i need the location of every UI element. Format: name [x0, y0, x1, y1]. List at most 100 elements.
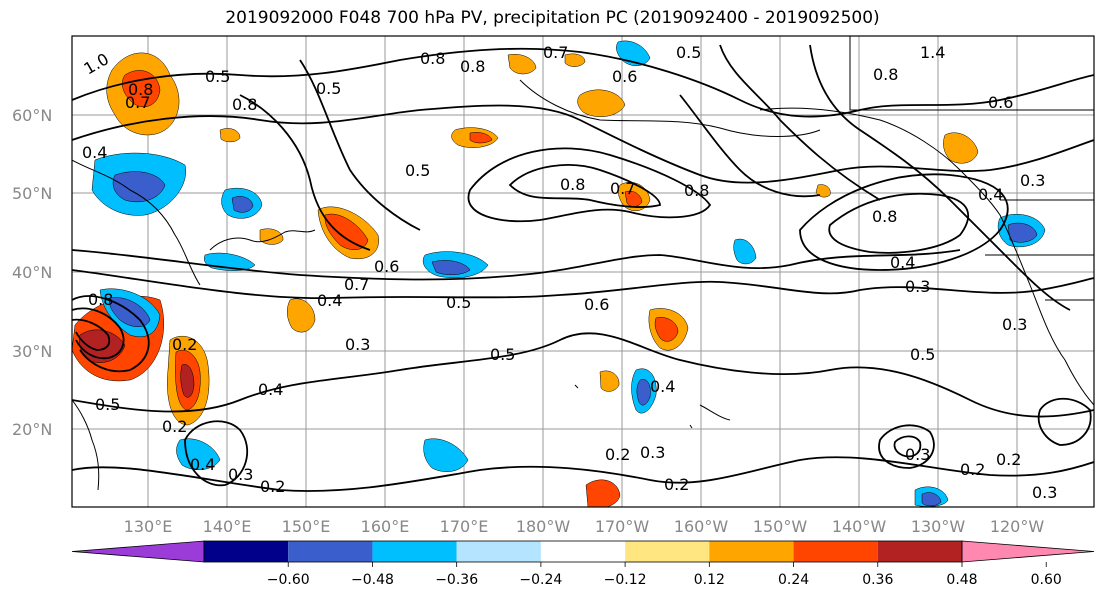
contour-label: 0.5	[676, 43, 701, 62]
contour-label: 0.8	[88, 290, 113, 309]
contour-label: 0.5	[490, 345, 515, 364]
colorbar-segment	[204, 541, 289, 562]
colorbar-segment	[877, 541, 962, 562]
map-frame	[71, 35, 1095, 508]
precip-patch	[324, 213, 369, 250]
latitude-labels: 60°N 50°N 40°N 30°N 20°N	[12, 106, 52, 439]
lon-label-150e: 150°E	[282, 517, 331, 536]
precip-patch	[733, 238, 757, 265]
contour-label: 0.8	[872, 207, 897, 226]
contour-label: 0.7	[125, 93, 150, 112]
precip-patch	[577, 89, 626, 117]
lon-label-160w: 160°W	[674, 517, 729, 536]
pv-contours	[72, 44, 1094, 492]
contour-label: 0.6	[612, 67, 637, 86]
contour-label: 0.3	[1020, 171, 1045, 190]
contour-label: 0.3	[1002, 315, 1027, 334]
lat-label-50n: 50°N	[12, 184, 52, 203]
colorbar-tick-label: 0.36	[862, 572, 893, 588]
contour-label: 0.2	[996, 450, 1021, 469]
precip-patch	[469, 132, 493, 144]
lon-label-180w: 180°W	[516, 517, 571, 536]
colorbar: −0.60 −0.48 −0.36 −0.24 −0.12 0.12 0.24 0.36 0.4…	[71, 540, 1095, 588]
contour-label: 0.7	[610, 179, 635, 198]
contour-label: 0.5	[95, 395, 120, 414]
colorbar-segment	[709, 541, 794, 562]
contour-label: 0.8	[873, 65, 898, 84]
colorbar-segment	[625, 541, 710, 562]
colorbar-tick-label: −0.60	[267, 572, 310, 588]
lat-label-30n: 30°N	[12, 342, 52, 361]
lon-label-120w: 120°W	[990, 517, 1045, 536]
contour-labels: 1.0 0.8 0.7 0.5 0.8 0.8 0.8 0.7 0.5 0.6 …	[81, 43, 1058, 502]
colorbar-tick-label: 0.60	[1031, 572, 1062, 588]
precip-patch	[287, 298, 316, 333]
coastlines	[72, 36, 1094, 491]
contour-label: 0.8	[684, 181, 709, 200]
contour-label: 0.4	[978, 185, 1003, 204]
contour-label: 0.8	[460, 57, 485, 76]
colorbar-tick-label: −0.48	[351, 572, 394, 588]
colorbar-segment	[71, 540, 205, 563]
colorbar-segment	[793, 541, 878, 562]
contour-label: 0.3	[228, 465, 253, 484]
precip-patch	[180, 364, 195, 398]
contour-label: 0.7	[543, 43, 568, 62]
lat-label-20n: 20°N	[12, 420, 52, 439]
precip-patch	[176, 438, 221, 470]
contour-label: 0.2	[664, 475, 689, 494]
lon-label-150w: 150°W	[753, 517, 808, 536]
precip-patch	[423, 438, 469, 472]
precip-patch	[564, 53, 586, 67]
contour-label: 0.5	[205, 67, 230, 86]
precipitation-shading	[72, 40, 1046, 507]
lon-label-170e: 170°E	[440, 517, 489, 536]
contour-label: 0.5	[446, 293, 471, 312]
precip-patch	[815, 184, 831, 198]
contour-label: 0.5	[405, 161, 430, 180]
colorbar-segment	[540, 541, 626, 562]
lat-label-40n: 40°N	[12, 263, 52, 282]
precip-patch	[585, 479, 621, 507]
contour-label: 0.4	[890, 253, 915, 272]
contour-label: 0.2	[960, 460, 985, 479]
contour-label: 0.4	[317, 291, 342, 310]
precip-patch	[636, 379, 651, 406]
colorbar-tick-label: −0.12	[604, 572, 647, 588]
lon-label-140e: 140°E	[203, 517, 252, 536]
contour-label: 0.3	[905, 445, 930, 464]
contour-label: 0.3	[1032, 483, 1057, 502]
lon-label-130w: 130°W	[911, 517, 966, 536]
colorbar-tick-label: −0.24	[519, 572, 562, 588]
precip-patch	[624, 190, 643, 207]
lon-label-140w: 140°W	[832, 517, 887, 536]
contour-label: 0.6	[988, 93, 1013, 112]
lon-label-160e: 160°E	[361, 517, 410, 536]
precip-patch	[943, 132, 979, 164]
contour-label: 0.8	[560, 175, 585, 194]
precip-patch	[431, 260, 471, 275]
colorbar-segment	[961, 540, 1095, 563]
contour-label: 0.5	[910, 345, 935, 364]
precip-patch	[122, 70, 161, 108]
contour-label: 0.8	[420, 49, 445, 68]
colorbar-outline	[203, 540, 963, 563]
map-title: 2019092000 F048 700 hPa PV, precipitatio…	[225, 8, 880, 28]
contour-label: 0.7	[344, 275, 369, 294]
lon-label-130e: 130°E	[124, 517, 173, 536]
colorbar-tick-label: −0.36	[435, 572, 478, 588]
contour-label: 0.4	[190, 455, 215, 474]
contour-label: 0.5	[316, 79, 341, 98]
lon-label-170w: 170°W	[595, 517, 650, 536]
contour-label: 0.3	[905, 277, 930, 296]
contour-label: 1.4	[920, 43, 945, 62]
longitude-labels: 130°E 140°E 150°E 160°E 170°E 180°W 170°…	[124, 517, 1045, 536]
contour-label: 0.4	[258, 380, 283, 399]
contour-label: 0.3	[640, 443, 665, 462]
colorbar-tick-label: 0.24	[778, 572, 809, 588]
contour-label: 0.4	[650, 377, 675, 396]
precip-patch	[112, 171, 166, 203]
contour-label: 0.2	[162, 417, 187, 436]
colorbar-segment	[372, 541, 457, 562]
